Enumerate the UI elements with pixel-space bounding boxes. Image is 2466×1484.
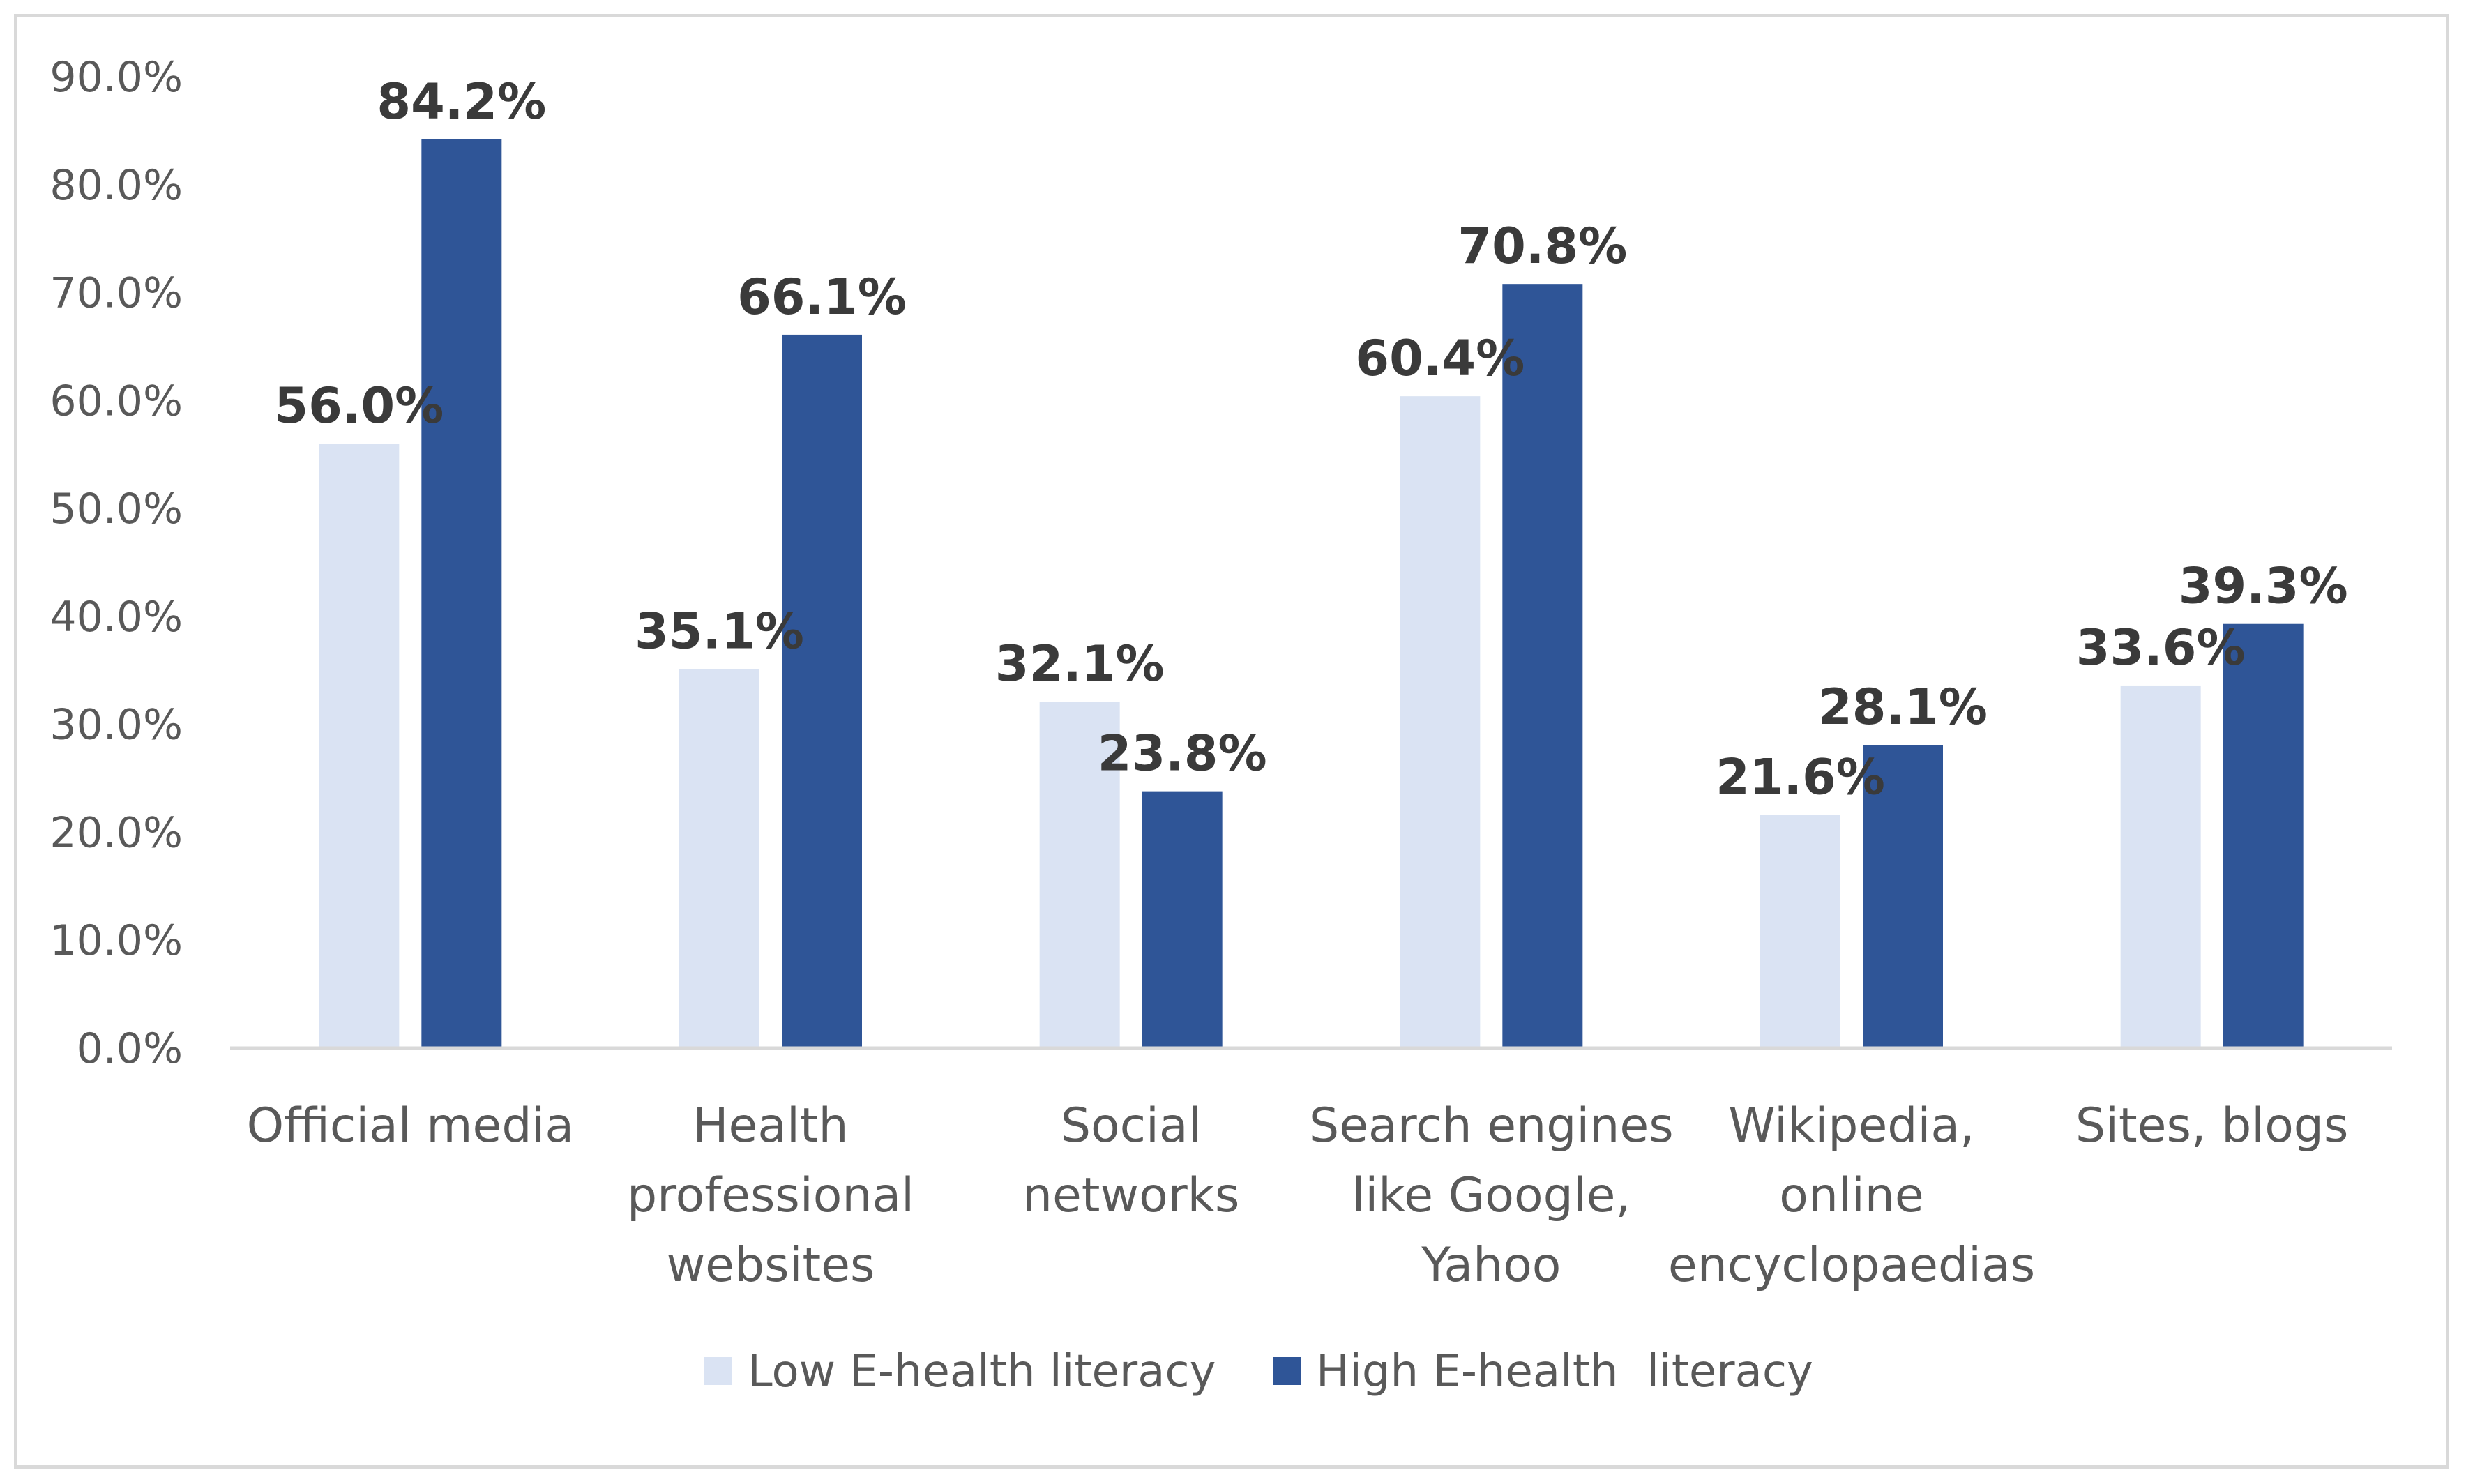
bars	[319, 139, 2304, 1048]
y-axis-ticks: 0.0% 10.0% 20.0% 30.0% 40.0% 50.0% 60.0% 70.0% 8…	[50, 53, 183, 1073]
x-category-label: Official media	[247, 1098, 575, 1153]
x-category-label: Health professional websites	[627, 1098, 914, 1293]
bar-low-literacy	[1760, 815, 1840, 1048]
x-category-label: Search engines like Google, Yahoo	[1309, 1098, 1674, 1293]
data-label: 66.1%	[737, 268, 907, 326]
y-tick-label: 20.0%	[50, 808, 183, 857]
data-label: 33.6%	[2076, 619, 2246, 676]
x-category-label: Sites, blogs	[2075, 1098, 2348, 1153]
bar-high-literacy	[421, 139, 502, 1048]
legend: Low E-health literacy High E-health liter…	[704, 1346, 1813, 1398]
data-label: 60.4%	[1355, 330, 1525, 387]
y-tick-label: 10.0%	[50, 916, 183, 965]
y-tick-label: 0.0%	[77, 1024, 183, 1073]
bar-high-literacy	[1142, 791, 1223, 1048]
bar-low-literacy	[1039, 702, 1120, 1048]
y-tick-label: 30.0%	[50, 701, 183, 750]
data-label: 56.0%	[274, 377, 444, 434]
data-label: 23.8%	[1098, 725, 1267, 782]
bar-low-literacy	[2120, 685, 2201, 1048]
data-label: 35.1%	[635, 603, 804, 660]
legend-swatch-low	[704, 1357, 732, 1385]
y-tick-label: 90.0%	[50, 53, 183, 102]
legend-label-high: High E-health literacy	[1316, 1346, 1813, 1398]
legend-label-low: Low E-health literacy	[748, 1346, 1216, 1398]
x-category-label: Social networks	[1022, 1098, 1240, 1223]
bar-high-literacy	[782, 334, 862, 1048]
data-labels: 56.0% 84.2% 35.1% 66.1% 32.1% 23.8% 60.4% 70.8%…	[274, 73, 2347, 806]
chart-frame	[14, 14, 2449, 1469]
legend-swatch-high	[1273, 1357, 1301, 1385]
data-label: 28.1%	[1818, 679, 1988, 736]
data-label: 21.6%	[1716, 749, 1885, 806]
y-tick-label: 50.0%	[50, 485, 183, 533]
y-tick-label: 40.0%	[50, 593, 183, 642]
bar-low-literacy	[1400, 396, 1481, 1048]
bar-high-literacy	[2223, 623, 2304, 1048]
data-label: 39.3%	[2179, 558, 2348, 615]
data-label: 70.8%	[1458, 218, 1627, 275]
data-label: 84.2%	[377, 73, 546, 130]
y-tick-label: 70.0%	[50, 269, 183, 318]
bar-low-literacy	[319, 444, 400, 1048]
bar-high-literacy	[1502, 284, 1583, 1048]
x-category-label: Wikipedia, online encyclopaedias	[1668, 1098, 2035, 1293]
y-tick-label: 60.0%	[50, 377, 183, 425]
category-labels: Official media Health professional websites…	[247, 1098, 2349, 1293]
bar-low-literacy	[679, 669, 759, 1048]
y-tick-label: 80.0%	[50, 161, 183, 210]
data-label: 32.1%	[995, 635, 1165, 692]
bar-high-literacy	[1863, 745, 1943, 1048]
